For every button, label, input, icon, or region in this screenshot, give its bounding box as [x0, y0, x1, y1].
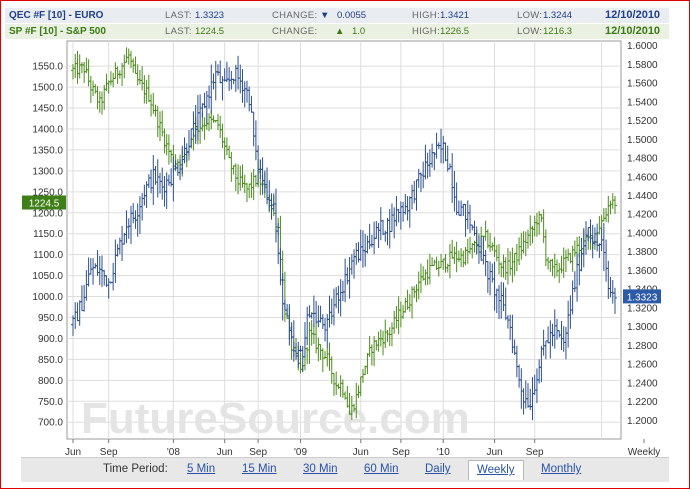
x-tick-label: Jun	[65, 447, 81, 457]
low-value-euro: 1.3244	[543, 10, 573, 21]
grid-lines	[67, 41, 621, 439]
right-tick-label: 1.5600	[627, 79, 658, 90]
right-tick-label: 1.3600	[627, 266, 658, 277]
left-tick-label: 1100.0	[33, 250, 63, 261]
high-value-sp500: 1226.5	[440, 26, 470, 37]
x-tick-label: Jun	[486, 447, 502, 457]
high-label: HIGH:	[412, 10, 440, 21]
x-tick-label: Jun	[353, 447, 369, 457]
period-monthly[interactable]: Monthly	[541, 463, 582, 475]
time-period-label: Time Period:	[103, 463, 168, 475]
period-daily[interactable]: Daily	[425, 463, 451, 475]
change-label: CHANGE:	[272, 10, 318, 21]
right-tick-label: 1.2000	[627, 416, 658, 427]
high-value-euro: 1.3421	[440, 10, 470, 21]
period-15min[interactable]: 15 Min	[242, 463, 277, 475]
low-value-sp500: 1216.3	[543, 26, 573, 37]
change-value-euro: 0.0055	[337, 10, 367, 21]
right-tick-label: 1.2800	[627, 341, 658, 352]
triangle-up-icon: ▲	[335, 26, 345, 37]
right-tick-label: 1.2200	[627, 397, 658, 408]
right-axis: 1.2000 1.2200 1.2400 1.2600 1.2800 1.3000 1.32…	[627, 41, 658, 427]
period-30min[interactable]: 30 Min	[303, 463, 338, 475]
change-label: CHANGE:	[272, 26, 318, 37]
right-tick-label: 1.5000	[627, 135, 658, 146]
quote-row-euro: QEC #F [10] - EURO LAST: 1.3323 CHANGE: …	[5, 8, 669, 23]
left-tick-label: 1350.0	[32, 145, 63, 156]
right-tick-label: 1.4600	[627, 172, 658, 183]
watermark: FutureSource.com	[81, 394, 470, 443]
right-tick-label: 1.6000	[627, 41, 658, 52]
left-tick-label: 1250.0	[32, 187, 63, 198]
x-tick-label: Jun	[217, 447, 233, 457]
left-tick-label: 1400.0	[32, 124, 63, 135]
low-label: LOW:	[517, 10, 543, 21]
right-tick-label: 1.3000	[627, 322, 658, 333]
symbol-euro[interactable]: QEC #F [10] - EURO	[9, 10, 104, 21]
x-tick-label: Sep	[249, 447, 267, 457]
right-tick-label: 1.3800	[627, 247, 658, 258]
sp500-series	[71, 47, 617, 420]
price-chart[interactable]: FutureSource.com 700.0 750.0 800.0 850.0 900…	[1, 1, 689, 457]
right-tick-label: 1.5400	[627, 97, 658, 108]
x-axis: Jun Sep '08 Jun Sep '09 Jun Sep '10 Jun Sep Weekly	[65, 439, 660, 457]
plot-area	[66, 40, 622, 440]
right-tick-label: 1.5800	[627, 60, 658, 71]
left-tick-label: 1450.0	[32, 104, 63, 115]
time-period-bar: Time Period: 5 Min 15 Min 30 Min 60 Min …	[21, 457, 669, 482]
left-tick-label: 700.0	[38, 418, 63, 429]
right-tick-label: 1.4200	[627, 210, 658, 221]
x-tick-label: Sep	[100, 447, 118, 457]
last-marker-euro-label: 1.3323	[627, 292, 658, 303]
last-marker-euro	[623, 289, 661, 304]
right-tick-label: 1.2400	[627, 378, 658, 389]
left-tick-label: 950.0	[38, 313, 63, 324]
date-sp500: 12/10/2010	[605, 25, 661, 37]
right-tick-label: 1.4000	[627, 228, 658, 239]
left-tick-label: 1500.0	[32, 83, 63, 94]
x-tick-label: '08	[167, 447, 180, 457]
last-value-sp500: 1224.5	[195, 26, 225, 37]
triangle-down-icon: ▼	[320, 10, 330, 21]
quote-row-sp500: SP #F [10] - S&P 500 LAST: 1224.5 CHANGE…	[5, 24, 669, 39]
last-value-euro: 1.3323	[195, 10, 225, 21]
x-tick-label: Sep	[526, 447, 544, 457]
left-tick-label: 850.0	[38, 355, 63, 366]
period-weekly[interactable]: Weekly	[468, 460, 524, 480]
last-marker-sp500-label: 1224.5	[29, 199, 60, 210]
period-5min[interactable]: 5 Min	[187, 463, 216, 475]
date-euro: 12/10/2010	[605, 9, 661, 21]
left-tick-label: 800.0	[38, 376, 63, 387]
x-tick-label: '09	[294, 447, 307, 457]
left-tick-label: 1050.0	[32, 271, 63, 282]
left-tick-label: 750.0	[38, 397, 63, 408]
left-axis: 700.0 750.0 800.0 850.0 900.0 950.0 1000.0 1050…	[32, 62, 63, 429]
right-tick-label: 1.4400	[627, 191, 658, 202]
right-tick-label: 1.4800	[627, 154, 658, 165]
last-label: LAST:	[165, 10, 192, 21]
symbol-sp500[interactable]: SP #F [10] - S&P 500	[9, 26, 106, 37]
low-label: LOW:	[517, 26, 543, 37]
left-tick-label: 1550.0	[32, 62, 63, 73]
left-tick-label: 1300.0	[32, 166, 63, 177]
x-tick-label: Sep	[392, 447, 410, 457]
left-tick-label: 1000.0	[32, 292, 63, 303]
last-label: LAST:	[165, 26, 192, 37]
right-tick-label: 1.3200	[627, 303, 658, 314]
euro-series	[71, 55, 617, 421]
x-tick-label: Weekly	[628, 447, 661, 457]
left-tick-label: 1200.0	[32, 208, 63, 219]
right-tick-label: 1.2600	[627, 360, 658, 371]
last-markers: 1224.5 1.3323	[22, 195, 661, 304]
right-tick-label: 1.5200	[627, 116, 658, 127]
change-value-sp500: 1.0	[352, 26, 366, 37]
period-60min[interactable]: 60 Min	[364, 463, 399, 475]
left-tick-label: 900.0	[38, 334, 63, 345]
last-marker-sp500	[22, 195, 66, 210]
left-tick-label: 1150.0	[33, 229, 63, 240]
high-label: HIGH:	[412, 26, 440, 37]
x-tick-label: '10	[437, 447, 450, 457]
